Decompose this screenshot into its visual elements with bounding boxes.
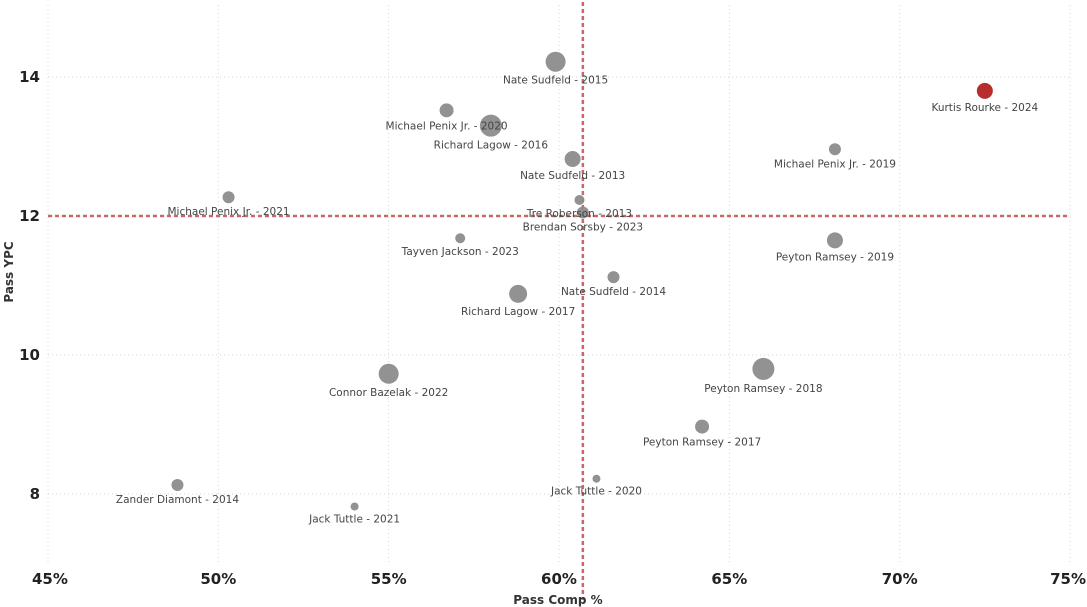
y-tick-label: 10 [19,346,40,364]
point-label: Richard Lagow - 2017 [461,306,575,318]
data-point [479,114,502,137]
x-tick-label: 60% [541,570,577,588]
y-axis-label: Pass YPC [2,241,16,303]
y-tick-label: 12 [19,207,40,225]
data-point [574,195,585,206]
point-label: Nate Sudfeld - 2013 [520,170,625,182]
point-label: Peyton Ramsey - 2018 [704,383,822,395]
point-label: Peyton Ramsey - 2019 [776,251,894,263]
x-tick-label: 45% [32,570,68,588]
data-point [378,363,399,384]
data-point [171,478,184,491]
point-label: Connor Bazelak - 2022 [329,387,448,399]
point-label: Tre Roberson - 2013 [526,208,632,220]
data-point [695,419,710,434]
y-tick-label: 14 [19,68,40,86]
point-label: Michael Penix Jr. - 2020 [386,120,508,132]
point-label: Jack Tuttle - 2020 [550,486,642,498]
point-label: Richard Lagow - 2016 [434,140,549,152]
point-label: Jack Tuttle - 2021 [308,514,400,526]
point-labels: Nate Sudfeld - 2015 Kurtis Rourke - 2024 M… [116,75,1039,526]
point-label: Kurtis Rourke - 2024 [931,102,1038,114]
data-point [976,82,993,99]
point-label: Brendan Sorsby - 2023 [523,222,643,234]
point-label: Nate Sudfeld - 2015 [503,75,608,87]
data-point [828,143,841,156]
point-label: Peyton Ramsey - 2017 [643,437,761,449]
x-tick-label: 75% [1050,570,1086,588]
point-label: Tayven Jackson - 2023 [401,246,519,258]
axis-ticks: 45% 50% 55% 60% 65% 70% 75% 8 10 12 14 [19,68,1086,588]
data-points [171,51,993,511]
x-tick-label: 70% [882,570,918,588]
data-point [607,271,620,284]
point-label: Michael Penix Jr. - 2021 [168,206,290,218]
x-tick-label: 55% [371,570,407,588]
x-tick-label: 65% [711,570,747,588]
data-point [592,474,601,483]
x-tick-label: 50% [200,570,236,588]
data-point [439,103,454,118]
data-point [576,206,589,219]
data-point [350,502,359,511]
data-point [455,233,466,244]
data-point [545,51,566,72]
data-point [564,151,581,168]
data-point [752,357,775,380]
point-label: Michael Penix Jr. - 2019 [774,158,896,170]
data-point [222,191,235,204]
grid-lines [47,5,1071,563]
data-point [826,232,843,249]
point-label: Zander Diamont - 2014 [116,494,239,506]
reference-lines [48,2,1070,600]
data-point [509,284,528,303]
x-axis-label: Pass Comp % [513,593,602,607]
point-label: Nate Sudfeld - 2014 [561,286,666,298]
y-tick-label: 8 [30,485,40,503]
